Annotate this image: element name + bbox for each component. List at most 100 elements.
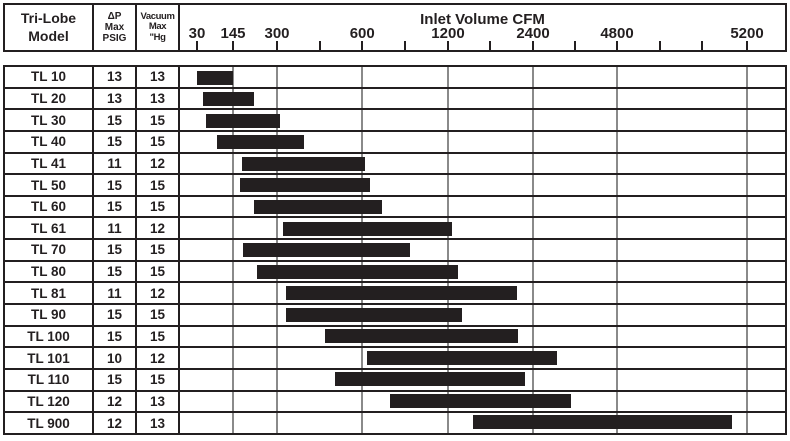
chart-cell	[180, 175, 785, 195]
chart-cell	[180, 392, 785, 412]
psig-header-line: PSIG	[102, 33, 127, 44]
vacuum-cell: 15	[137, 131, 180, 152]
psig-cell: 11	[94, 153, 137, 174]
psig-header-line: Max	[104, 22, 125, 33]
table-row: TL 40 15 15	[5, 129, 785, 152]
psig-cell: 12	[94, 413, 137, 433]
table-row: TL 60 15 15	[5, 194, 785, 217]
chart-cell	[180, 305, 785, 325]
chart-cell	[180, 348, 785, 368]
vacuum-cell: 12	[137, 283, 180, 304]
chart-cell	[180, 197, 785, 217]
vacuum-cell: 15	[137, 196, 180, 217]
model-cell: TL 80	[5, 261, 94, 282]
psig-cell: 15	[94, 131, 137, 152]
data-table: TL 10 13 13 TL 20 13 13 TL 30 15 15 TL 40 15 15 TL 4…	[3, 65, 787, 435]
model-cell: TL 50	[5, 175, 94, 195]
model-cell: TL 100	[5, 326, 94, 347]
model-cell: TL 30	[5, 110, 94, 130]
psig-cell: 15	[94, 326, 137, 347]
psig-cell: 13	[94, 67, 137, 87]
chart-cell	[180, 327, 785, 347]
vacuum-cell: 15	[137, 175, 180, 195]
vacuum-cell: 15	[137, 305, 180, 325]
table-row: TL 110 15 15	[5, 367, 785, 390]
model-cell: TL 110	[5, 369, 94, 390]
model-cell: TL 60	[5, 196, 94, 217]
model-cell: TL 40	[5, 131, 94, 152]
vacuum-cell: 13	[137, 67, 180, 87]
vacuum-cell: 15	[137, 261, 180, 282]
model-cell: TL 900	[5, 413, 94, 433]
model-header-line: Model	[28, 27, 69, 44]
psig-cell: 10	[94, 348, 137, 368]
axis-header: Inlet Volume CFM	[180, 5, 785, 50]
chart-cell	[180, 132, 785, 152]
psig-cell: 11	[94, 218, 137, 239]
table-row: TL 10 13 13	[5, 67, 785, 87]
model-cell: TL 81	[5, 283, 94, 304]
table-row: TL 41 11 12	[5, 151, 785, 174]
table-row: TL 900 12 13	[5, 411, 785, 433]
table-row: TL 90 15 15	[5, 303, 785, 325]
vacuum-cell: 15	[137, 110, 180, 130]
model-cell: TL 120	[5, 391, 94, 412]
psig-header-line: ΔP	[107, 11, 122, 22]
psig-cell: 15	[94, 369, 137, 390]
model-cell: TL 20	[5, 88, 94, 109]
psig-cell: 15	[94, 261, 137, 282]
vacuum-cell: 13	[137, 413, 180, 433]
vacuum-cell: 12	[137, 153, 180, 174]
table-row: TL 101 10 12	[5, 346, 785, 368]
psig-cell: 15	[94, 240, 137, 260]
vacuum-cell: 15	[137, 369, 180, 390]
chart-cell	[180, 283, 785, 303]
vacuum-cell: 12	[137, 348, 180, 368]
vacuum-cell: 13	[137, 88, 180, 109]
table-row: TL 30 15 15	[5, 108, 785, 130]
chart-cell	[180, 240, 785, 260]
column-header-vacuum: Vacuum Max "Hg	[137, 5, 180, 50]
model-cell: TL 61	[5, 218, 94, 239]
chart-cell	[180, 218, 785, 238]
vacuum-header-line: Vacuum	[140, 10, 175, 22]
vacuum-cell: 13	[137, 391, 180, 412]
vacuum-cell: 15	[137, 326, 180, 347]
table-row: TL 20 13 13	[5, 86, 785, 109]
column-header-psig: ΔP Max PSIG	[94, 5, 137, 50]
psig-cell: 11	[94, 283, 137, 304]
table-row: TL 61 11 12	[5, 216, 785, 239]
table-row: TL 100 15 15	[5, 324, 785, 347]
vacuum-header-line: "Hg	[149, 31, 166, 43]
model-cell: TL 41	[5, 153, 94, 174]
psig-cell: 12	[94, 391, 137, 412]
chart-cell	[180, 89, 785, 109]
table-row: TL 80 15 15	[5, 259, 785, 282]
model-header-line: Tri-Lobe	[20, 10, 77, 26]
model-cell: TL 90	[5, 305, 94, 325]
axis-title: Inlet Volume CFM	[420, 11, 545, 28]
model-cell: TL 10	[5, 67, 94, 87]
chart-cell	[180, 67, 785, 87]
table-row: TL 120 12 13	[5, 389, 785, 412]
model-cell: TL 101	[5, 348, 94, 368]
chart-cell	[180, 154, 785, 174]
table-row: TL 81 11 12	[5, 281, 785, 304]
vacuum-cell: 12	[137, 218, 180, 239]
chart-cell	[180, 110, 785, 130]
column-header-model: Tri-Lobe Model	[5, 5, 94, 50]
chart-cell	[180, 413, 785, 433]
chart-cell	[180, 262, 785, 282]
psig-cell: 13	[94, 88, 137, 109]
vacuum-cell: 15	[137, 240, 180, 260]
model-cell: TL 70	[5, 240, 94, 260]
table-row: TL 70 15 15	[5, 238, 785, 260]
vacuum-header-line: Max	[148, 21, 167, 33]
psig-cell: 15	[94, 196, 137, 217]
header-row: Tri-Lobe Model ΔP Max PSIG Vacuum Max "H…	[3, 3, 787, 52]
psig-cell: 15	[94, 110, 137, 130]
table-row: TL 50 15 15	[5, 173, 785, 195]
chart-cell	[180, 370, 785, 390]
psig-cell: 15	[94, 305, 137, 325]
